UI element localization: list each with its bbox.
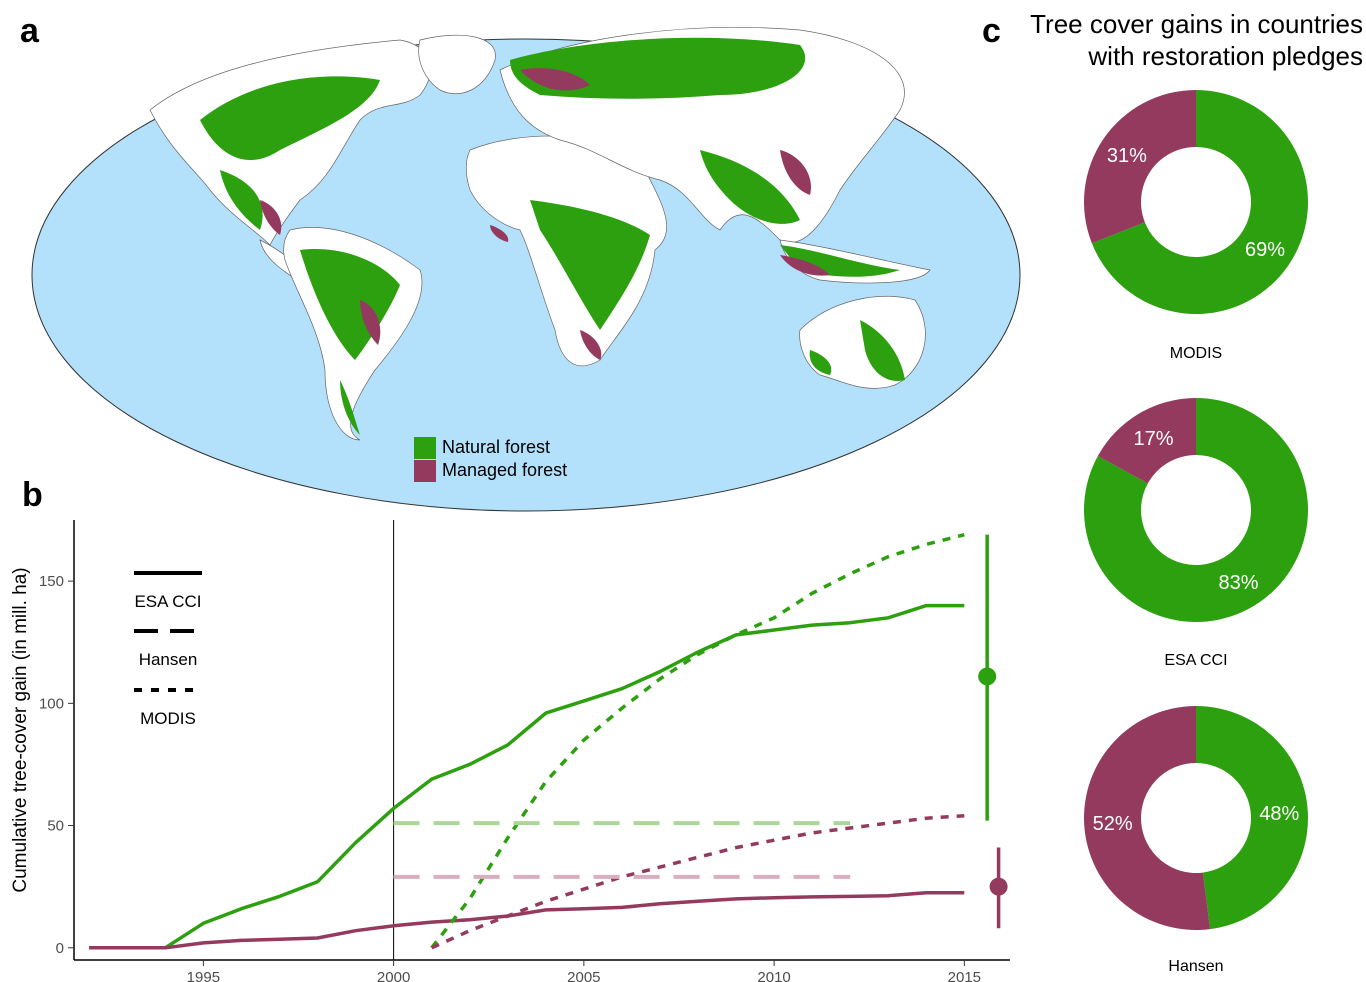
- panel-letter-c: c: [982, 12, 1001, 50]
- donut-slice-hansen-natural: [1196, 706, 1309, 930]
- legend-item-managed: Managed forest: [414, 459, 567, 482]
- x-tick-label: 2015: [948, 969, 981, 982]
- donut-slice-esa-cci-natural: [1084, 398, 1309, 623]
- series-modis-natural: [430, 533, 965, 949]
- y-tick-label: 50: [47, 818, 64, 835]
- legend-label-esa-cci: ESA CCI: [134, 592, 201, 611]
- donut-label-hansen-managed: 52%: [1093, 813, 1133, 835]
- x-tick-label: 2000: [377, 969, 410, 982]
- donut-slice-hansen-managed: [1084, 706, 1211, 930]
- donut-label-hansen-natural: 48%: [1259, 803, 1299, 825]
- series-esa-cci-managed: [89, 891, 965, 950]
- donut-name-modis: MODIS: [1170, 345, 1222, 362]
- legend-swatch-managed: [414, 459, 436, 482]
- x-tick-label: 2005: [567, 969, 600, 982]
- donut-label-esa-cci-managed: 17%: [1133, 428, 1173, 450]
- donut-slice-modis-managed: [1083, 90, 1196, 244]
- x-tick-label: 1995: [187, 969, 220, 982]
- legend-swatch-natural: [414, 436, 436, 459]
- legend-label-managed: Managed forest: [442, 460, 568, 480]
- series-esa-cci-natural: [89, 603, 965, 950]
- series-modis-managed: [430, 814, 965, 950]
- panel-letter-a: a: [20, 12, 39, 50]
- donut-name-esa-cci: ESA CCI: [1164, 652, 1227, 669]
- donut-panel-title: Tree cover gains in countries with resto…: [1030, 9, 1363, 71]
- legend-item-natural: Natural forest: [414, 436, 567, 459]
- donut-name-hansen: Hansen: [1168, 958, 1223, 975]
- map-land: [149, 27, 931, 441]
- donut-slice-modis-natural: [1091, 90, 1308, 315]
- donut-slice-esa-cci-managed: [1097, 398, 1196, 484]
- y-axis-label: Cumulative tree-cover gain (in mill. ha): [10, 567, 31, 892]
- legend-label-modis: MODIS: [140, 709, 196, 728]
- panel-letter-b: b: [22, 476, 43, 514]
- map-legend: Natural forest Managed forest: [414, 436, 567, 482]
- y-tick-label: 100: [39, 695, 64, 712]
- error-point-natural: [978, 667, 997, 686]
- y-tick-label: 0: [56, 940, 64, 957]
- legend-label-hansen: Hansen: [139, 650, 198, 669]
- map-managed-forest: [260, 68, 830, 360]
- legend-label-natural: Natural forest: [442, 437, 551, 457]
- donut-label-modis-natural: 69%: [1245, 239, 1285, 261]
- error-point-managed: [989, 877, 1008, 896]
- donut-label-esa-cci-natural: 83%: [1218, 572, 1258, 594]
- y-tick-label: 150: [39, 573, 64, 590]
- x-tick-label: 2010: [757, 969, 790, 982]
- donut-label-modis-managed: 31%: [1107, 145, 1147, 167]
